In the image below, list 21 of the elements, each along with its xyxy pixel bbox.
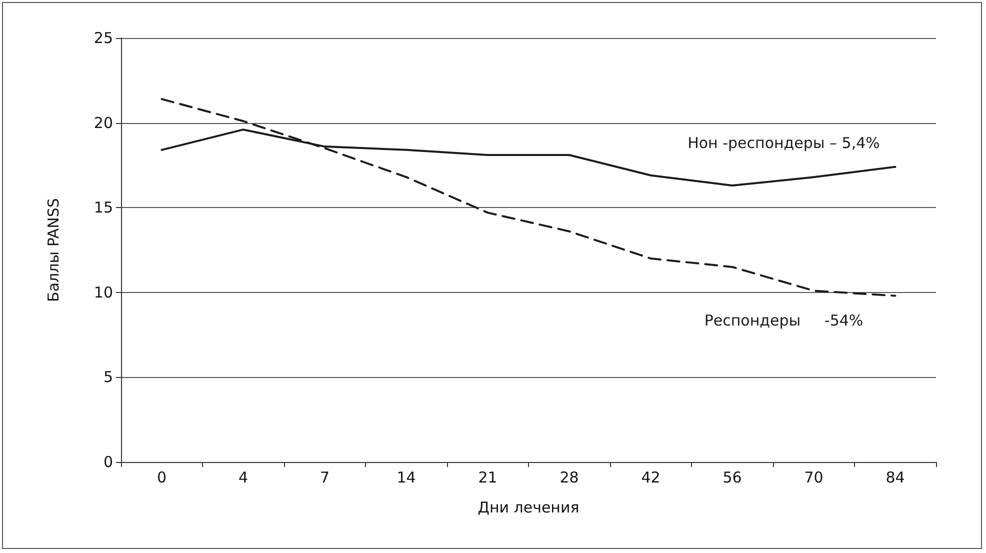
x-tick-label: 0: [156, 468, 167, 486]
y-tick-label: 10: [94, 283, 113, 302]
x-tick-label: 21: [478, 468, 498, 486]
line-series: [160, 98, 896, 297]
y-tick-label: 15: [94, 198, 113, 217]
x-tick-label: 84: [886, 468, 905, 486]
y-tick-label: 5: [103, 368, 113, 386]
x-tick-label: 14: [396, 468, 416, 486]
series-label: Нон -респондеры – 5,4%: [688, 134, 880, 152]
x-tick-label: 28: [560, 468, 579, 486]
x-tick-label: 42: [641, 468, 660, 486]
series-label: Респондеры -54%: [704, 312, 864, 330]
x-tick-label: 56: [722, 468, 742, 486]
x-tick-label: 7: [320, 468, 330, 486]
y-tick-label: 25: [94, 29, 113, 47]
x-axis-title: Дни лечения: [478, 498, 580, 516]
y-tick-label: 0: [103, 453, 113, 471]
y-axis-title: Баллы PANSS: [44, 198, 62, 302]
y-tick-label: 20: [94, 114, 113, 132]
x-tick-label: 70: [804, 468, 824, 486]
x-tick-label: 4: [238, 468, 248, 486]
